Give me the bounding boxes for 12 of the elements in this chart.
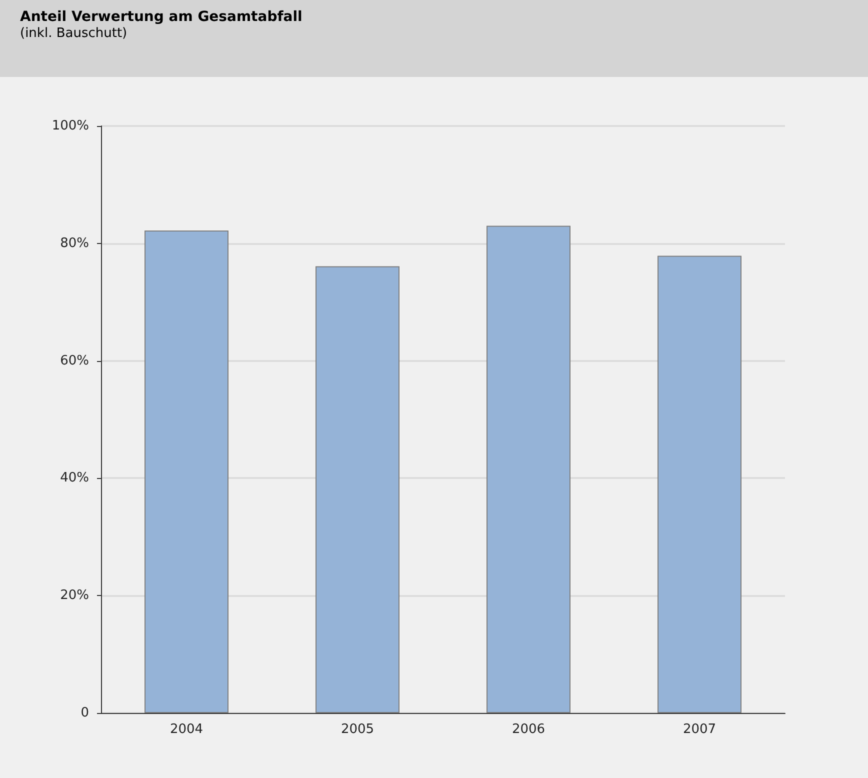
- y-tick-label: 40%: [60, 470, 89, 486]
- chart-title: Anteil Verwertung am Gesamtabfall: [20, 9, 304, 25]
- chart-subtitle: (inkl. Bauschutt): [20, 26, 128, 41]
- y-tick-label: 100%: [52, 118, 89, 134]
- y-tick-label: 20%: [60, 588, 89, 604]
- x-tick-label: 2005: [340, 722, 374, 737]
- x-tick-label: 2006: [512, 722, 546, 737]
- x-tick-label: 2007: [682, 722, 716, 737]
- y-tick-label: 80%: [60, 236, 89, 251]
- x-tick-label: 2004: [170, 722, 204, 737]
- y-tick-label: 60%: [60, 353, 89, 368]
- y-tick-label: 0: [80, 706, 89, 720]
